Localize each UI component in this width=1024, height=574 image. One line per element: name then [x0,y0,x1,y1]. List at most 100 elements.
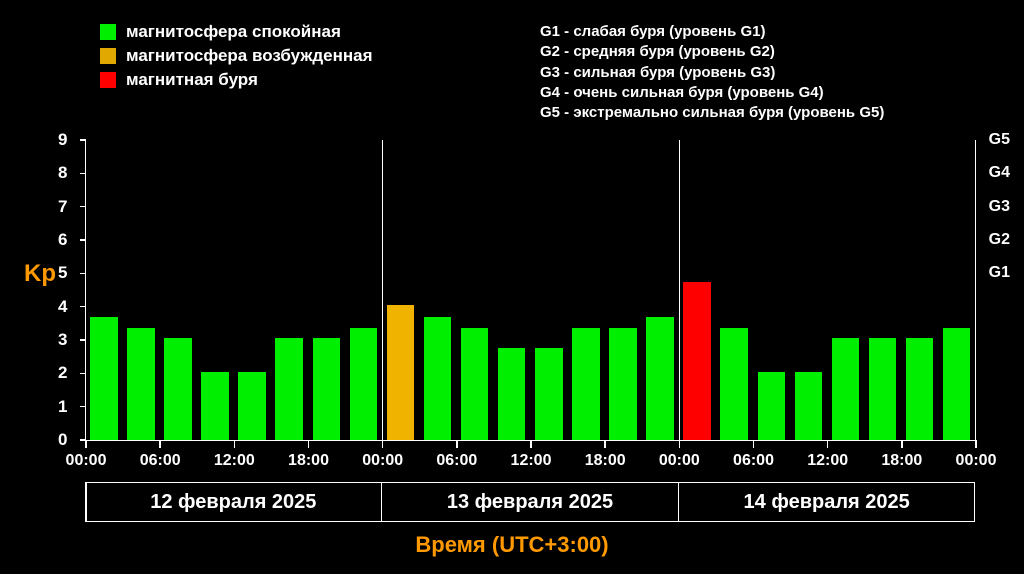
y-tick-mark [80,373,86,375]
g-scale-legend-line: G2 - средняя буря (уровень G2) [540,42,884,62]
x-axis-title: Время (UTC+3:00) [0,532,1024,558]
x-tick-mark [530,440,532,448]
kp-bar [683,282,710,440]
x-tick-mark [679,440,681,448]
g-level-label: G5 [989,131,1010,149]
date-separator [85,483,87,521]
y-tick-label: 8 [58,163,67,183]
day-separator [382,140,384,440]
legend-right: G1 - слабая буря (уровень G1)G2 - средня… [540,22,884,123]
x-tick-label: 06:00 [733,452,774,470]
x-tick-label: 00:00 [362,452,403,470]
x-tick-label: 18:00 [288,452,329,470]
y-tick-label: 4 [58,297,67,317]
y-tick-label: 1 [58,397,67,417]
g-scale-legend-line: G3 - сильная буря (уровень G3) [540,63,884,83]
kp-bar [275,338,302,440]
y-tick-mark [80,273,86,275]
x-tick-mark [901,440,903,448]
g-scale-legend-line: G5 - экстремально сильная буря (уровень … [540,103,884,123]
x-tick-label: 18:00 [881,452,922,470]
y-tick-mark [80,306,86,308]
x-tick-mark [456,440,458,448]
g-scale-legend-line: G4 - очень сильная буря (уровень G4) [540,83,884,103]
kp-bar [795,372,822,440]
kp-bar [461,328,488,440]
y-tick-mark [80,339,86,341]
y-tick-label: 2 [58,363,67,383]
x-tick-label: 12:00 [511,452,552,470]
day-separator [679,140,681,440]
kp-bar [720,328,747,440]
x-tick-mark [827,440,829,448]
kp-bar [90,317,117,440]
kp-bar [869,338,896,440]
x-tick-label: 00:00 [659,452,700,470]
bars-container [86,140,976,440]
x-tick-label: 06:00 [436,452,477,470]
date-separator [381,483,383,521]
y-tick-mark [80,406,86,408]
y-axis-title: Kp [24,260,56,288]
kp-bar [350,328,377,440]
y-tick-label: 3 [58,330,67,350]
kp-bar [572,328,599,440]
kp-bar [127,328,154,440]
kp-bar [201,372,228,440]
kp-bar [943,328,970,440]
kp-bar [498,348,525,440]
x-tick-label: 12:00 [214,452,255,470]
date-separator [678,483,680,521]
g-level-label: G2 [989,231,1010,249]
date-label: 13 февраля 2025 [382,483,679,521]
g-scale-legend-line: G1 - слабая буря (уровень G1) [540,22,884,42]
x-tick-label: 06:00 [140,452,181,470]
kp-bar [609,328,636,440]
g-level-label: G3 [989,198,1010,216]
y-tick-mark [80,139,86,141]
x-tick-mark [85,440,87,448]
kp-bar [313,338,340,440]
y-tick-label: 7 [58,197,67,217]
kp-bar [164,338,191,440]
kp-bar [424,317,451,440]
g-level-label: G4 [989,164,1010,182]
x-tick-mark [753,440,755,448]
legend-swatch [100,24,116,40]
legend-swatch [100,72,116,88]
x-tick-mark [234,440,236,448]
kp-bar [646,317,673,440]
date-separator [974,483,976,521]
y-tick-mark [80,239,86,241]
kp-bar [906,338,933,440]
x-tick-mark [382,440,384,448]
kp-bar [758,372,785,440]
y-tick-mark [80,173,86,175]
legend-label: магнитосфера спокойная [126,22,341,42]
g-level-label: G1 [989,264,1010,282]
kp-bar [238,372,265,440]
x-tick-label: 00:00 [956,452,997,470]
y-tick-label: 6 [58,230,67,250]
x-tick-mark [975,440,977,448]
kp-bar [535,348,562,440]
x-tick-label: 18:00 [585,452,626,470]
x-tick-mark [159,440,161,448]
x-tick-label: 12:00 [807,452,848,470]
legend-left: магнитосфера спокойная магнитосфера возбу… [100,22,373,94]
kp-bar [387,305,414,440]
legend-item: магнитосфера спокойная [100,22,373,42]
legend-label: магнитосфера возбужденная [126,46,373,66]
kp-bar [832,338,859,440]
chart-right-border [975,140,977,440]
date-label: 14 февраля 2025 [678,483,975,521]
x-tick-mark [604,440,606,448]
chart-plot-area: 0123456789G1G2G3G4G500:0006:0012:0018:00… [85,140,976,441]
legend-item: магнитосфера возбужденная [100,46,373,66]
legend-label: магнитная буря [126,70,258,90]
legend-swatch [100,48,116,64]
y-tick-mark [80,206,86,208]
y-tick-label: 5 [58,263,67,283]
x-tick-label: 00:00 [66,452,107,470]
y-tick-label: 9 [58,130,67,150]
